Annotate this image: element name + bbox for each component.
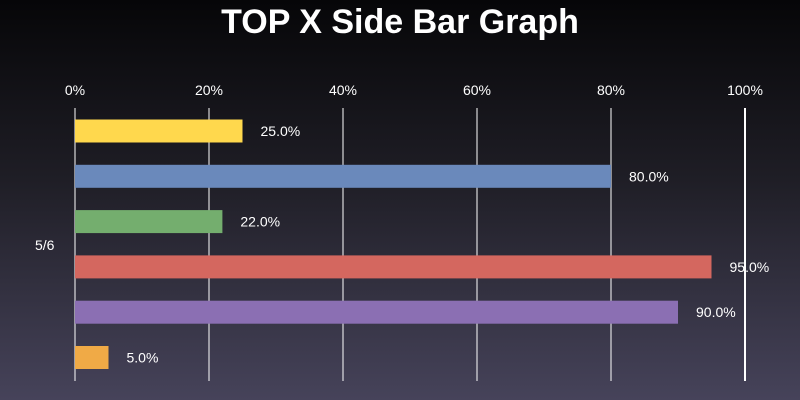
bar-1 [75,119,243,143]
value-label-3: 22.0% [240,214,280,230]
bars [75,119,712,369]
value-labels: 25.0% 80.0% 22.0% 95.0% 90.0% 5.0% [127,123,770,366]
x-tick-label-100: 100% [727,82,763,98]
x-tick-label-0: 0% [65,82,85,98]
bar-2 [75,164,611,188]
x-tick-label-80: 80% [597,82,625,98]
x-tick-label-20: 20% [195,82,223,98]
value-label-2: 80.0% [629,168,669,184]
bar-6 [75,346,109,369]
value-label-4: 95.0% [730,259,770,275]
value-label-1: 25.0% [261,123,301,139]
gridlines [74,108,746,381]
bar-5 [75,300,678,324]
side-label: 5/6 [35,237,55,253]
bar-3 [75,210,223,234]
value-label-5: 90.0% [696,304,736,320]
bar-4 [75,255,712,279]
chart-title: TOP X Side Bar Graph [221,3,579,41]
value-label-6: 5.0% [127,350,159,366]
x-axis-ticks: 0% 20% 40% 60% 80% 100% [65,82,763,98]
x-tick-label-40: 40% [329,82,357,98]
x-tick-label-60: 60% [463,82,491,98]
